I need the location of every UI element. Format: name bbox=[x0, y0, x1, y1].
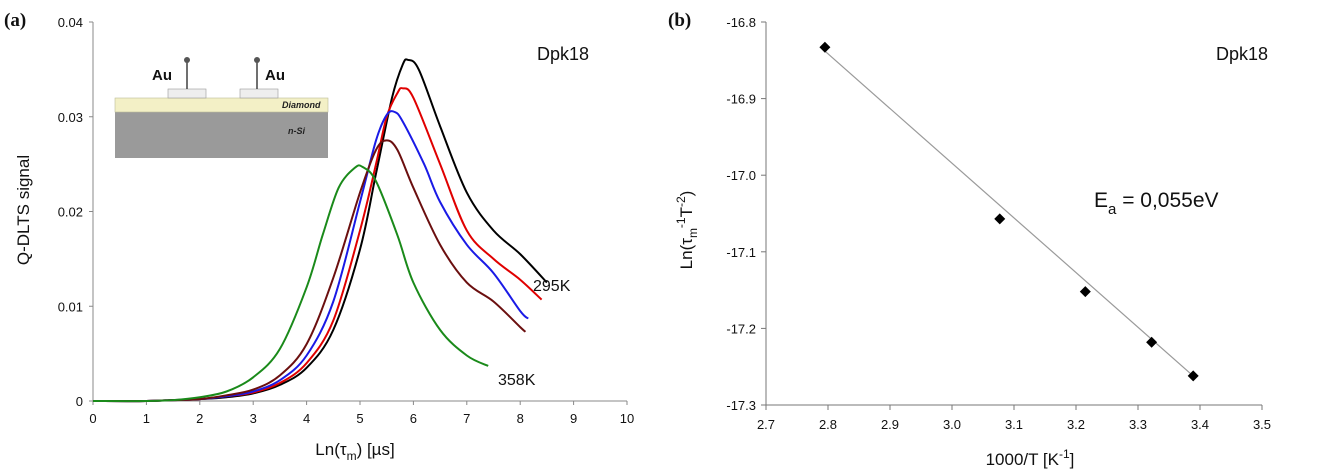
series-curve-4 bbox=[92, 139, 527, 403]
x-tick-label: 2.8 bbox=[819, 417, 837, 432]
panel-b-y-axis-label: Ln(τm-1T-2) bbox=[674, 191, 700, 270]
data-point-diamond bbox=[994, 213, 1006, 225]
electrode-right bbox=[239, 88, 279, 99]
y-tick-label: 0.03 bbox=[58, 110, 83, 125]
x-tick-label: 9 bbox=[570, 411, 577, 426]
x-tick-label: 5 bbox=[356, 411, 363, 426]
y-tick-label: 0.01 bbox=[58, 299, 83, 314]
x-tick-label: 8 bbox=[517, 411, 524, 426]
y-tick-label: 0.02 bbox=[58, 205, 83, 220]
panel-b: (b) 2.7 2.8 2.9 3.0 3.1 3.2 3.3 3.4 3.5 -16.8 -16.… bbox=[668, 10, 1271, 469]
panel-b-label: (b) bbox=[668, 10, 691, 31]
probe-right-tip bbox=[254, 57, 260, 63]
y-tick-label: 0 bbox=[76, 394, 83, 409]
x-tick-label: 3 bbox=[250, 411, 257, 426]
panel-a-axes bbox=[92, 22, 627, 402]
panel-a-series bbox=[92, 58, 548, 403]
x-tick-label: 2.7 bbox=[757, 417, 775, 432]
inset-au-right: Au bbox=[265, 67, 285, 84]
x-tick-label: 4 bbox=[303, 411, 310, 426]
x-tick-label: 3.2 bbox=[1067, 417, 1085, 432]
data-point-diamond bbox=[819, 41, 831, 53]
panel-b-axes bbox=[765, 22, 1262, 406]
y-tick-label: -17.3 bbox=[726, 398, 756, 413]
electrode-left bbox=[167, 88, 207, 99]
x-tick-label: 0 bbox=[89, 411, 96, 426]
panel-b-fit-line bbox=[824, 50, 1194, 377]
x-tick-label: 3.1 bbox=[1005, 417, 1023, 432]
x-tick-label: 2.9 bbox=[881, 417, 899, 432]
inset-diamond-label: Diamond bbox=[282, 100, 321, 110]
y-tick-label: -17.1 bbox=[726, 245, 756, 260]
x-tick-label: 1 bbox=[143, 411, 150, 426]
y-tick-label: -16.8 bbox=[726, 15, 756, 30]
x-tick-label: 7 bbox=[463, 411, 470, 426]
panel-b-points bbox=[819, 41, 1199, 382]
data-point-diamond bbox=[1146, 336, 1158, 348]
x-tick-label: 3.5 bbox=[1253, 417, 1271, 432]
panel-b-sample-label: Dpk18 bbox=[1216, 44, 1268, 64]
device-inset: Au Au Diamond n-Si bbox=[114, 57, 329, 158]
x-tick-label: 2 bbox=[196, 411, 203, 426]
panel-a-ticks: 0 1 2 3 4 5 6 7 8 9 10 0 0.01 0.02 0.03 0.04 bbox=[58, 15, 635, 426]
annotation-295k: 295K bbox=[533, 278, 571, 295]
panel-a-x-axis-label: Ln(τm) [µs] bbox=[315, 440, 394, 463]
panel-b-ticks: 2.7 2.8 2.9 3.0 3.1 3.2 3.3 3.4 3.5 -16.8 -16.9 -17… bbox=[726, 15, 1271, 432]
x-tick-label: 6 bbox=[410, 411, 417, 426]
n-si-layer bbox=[115, 112, 328, 158]
x-tick-label: 3.0 bbox=[943, 417, 961, 432]
x-tick-label: 3.3 bbox=[1129, 417, 1147, 432]
y-tick-label: -17.0 bbox=[726, 168, 756, 183]
y-tick-label: -17.2 bbox=[726, 321, 756, 336]
data-point-diamond bbox=[1187, 370, 1199, 382]
probe-left-tip bbox=[184, 57, 190, 63]
y-tick-label: -16.9 bbox=[726, 92, 756, 107]
x-tick-label: 10 bbox=[620, 411, 634, 426]
panel-b-x-axis-label: 1000/T [K-1] bbox=[986, 447, 1075, 469]
series-curve-5 bbox=[92, 164, 489, 403]
annotation-358k: 358K bbox=[498, 372, 536, 389]
data-point-diamond bbox=[1079, 286, 1091, 298]
diamond-layer bbox=[114, 97, 329, 113]
panel-a-label: (a) bbox=[4, 10, 26, 31]
y-tick-label: 0.04 bbox=[58, 15, 83, 30]
panel-a: (a) 0 1 2 3 4 5 6 7 8 9 10 0 0.01 0.02 0.03 0.04 Au Au … bbox=[4, 10, 634, 463]
x-tick-label: 3.4 bbox=[1191, 417, 1209, 432]
inset-au-left: Au bbox=[152, 67, 172, 84]
activation-energy-annotation: Ea = 0,055eV bbox=[1094, 189, 1219, 218]
panel-a-sample-label: Dpk18 bbox=[537, 44, 589, 64]
inset-nsi-label: n-Si bbox=[288, 126, 305, 136]
linear-fit-line bbox=[824, 50, 1194, 377]
panel-a-y-axis-label: Q-DLTS signal bbox=[14, 155, 33, 265]
